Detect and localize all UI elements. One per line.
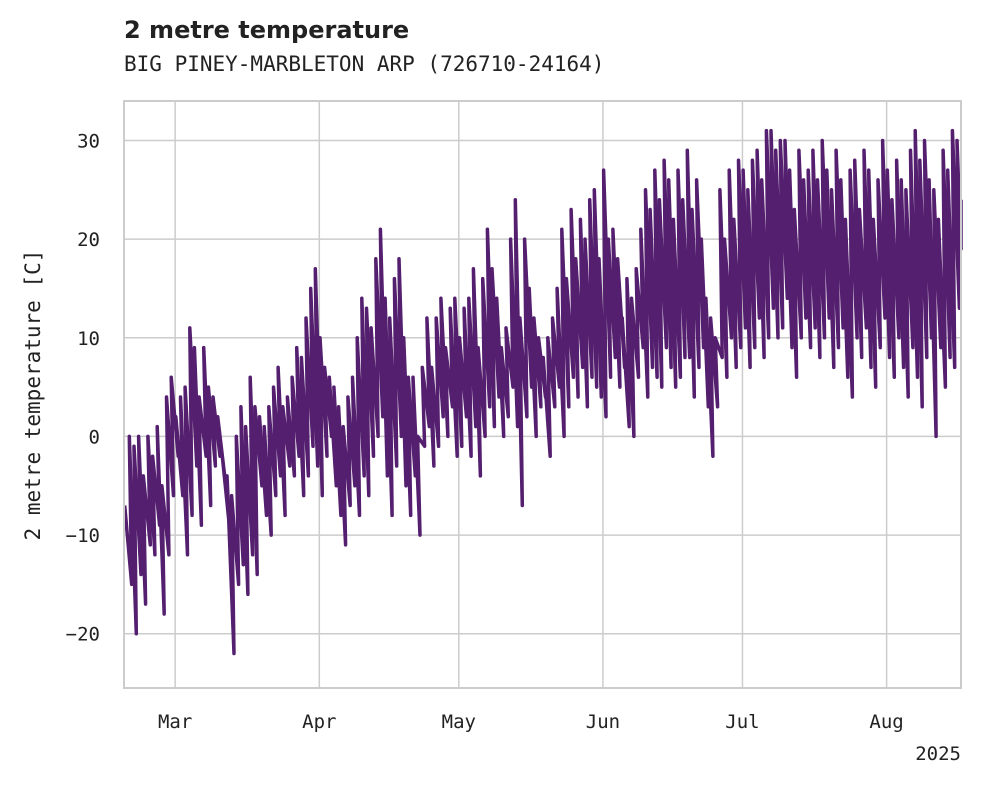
y-tick-label: −10 [66, 525, 100, 547]
y-tick-label: 0 [89, 426, 100, 448]
temperature-series-line [122, 128, 963, 656]
x-tick-label: Apr [302, 711, 336, 733]
x-tick-label: Jul [725, 711, 759, 733]
y-tick-label: 20 [77, 229, 100, 251]
plot-frame [123, 100, 962, 689]
y-tick-label: 10 [77, 328, 100, 350]
y-axis-label: 2 metre temperature [C] [21, 250, 45, 541]
y-tick-label: −20 [66, 624, 100, 646]
x-tick-label: May [442, 711, 476, 733]
y-tick-label: 30 [77, 130, 100, 152]
x-tick-label: Jun [586, 711, 620, 733]
series-layer [122, 128, 963, 656]
y-tick-labels: 30 20 10 0 −10 −20 [66, 130, 100, 645]
x-tick-label: Mar [158, 711, 192, 733]
x-tick-label: Aug [869, 711, 903, 733]
x-axis-year-label: 2025 [915, 743, 961, 765]
x-tick-labels: Mar Apr May Jun Jul Aug [158, 711, 904, 733]
chart-title: 2 metre temperature [124, 16, 410, 44]
chart-subtitle: BIG PINEY-MARBLETON ARP (726710-24164) [124, 52, 605, 76]
